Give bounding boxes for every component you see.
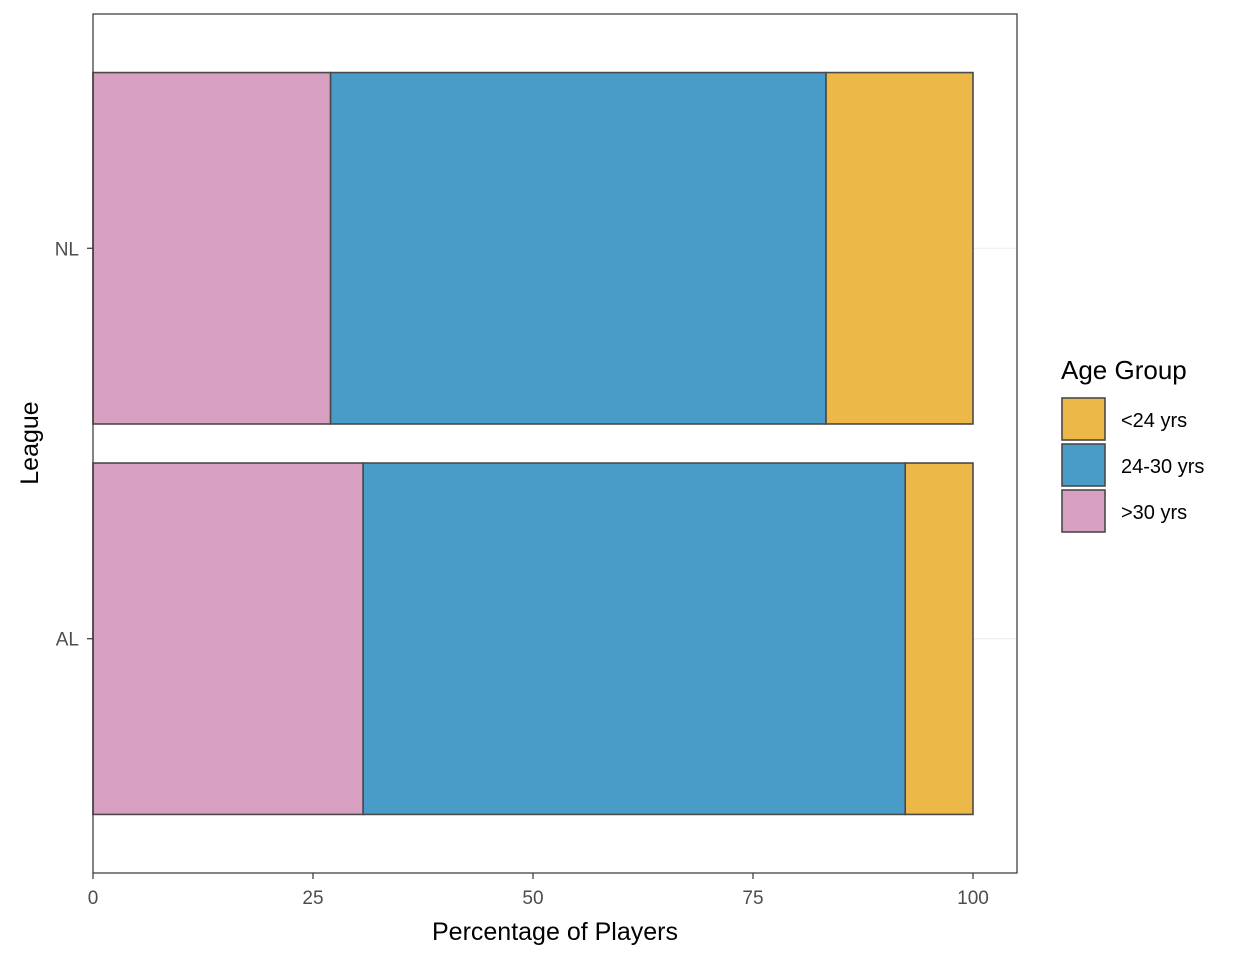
legend-label-lt-24-yrs: <24 yrs <box>1121 410 1187 432</box>
bar-nl-lt-24-yrs <box>825 71 974 425</box>
x-tick-label: 50 <box>522 888 543 909</box>
x-tick-label: 100 <box>957 888 989 909</box>
bar-al-24-30-yrs <box>362 462 907 816</box>
bar-al-lt-24-yrs <box>904 462 974 816</box>
legend-key-24-30-yrs <box>1061 443 1106 487</box>
legend: Age Group <24 yrs 24-30 yrs >30 yrs <box>1061 355 1204 533</box>
y-axis: AL NL <box>55 239 93 651</box>
y-axis-title: League <box>16 401 44 484</box>
x-axis: 0 25 50 75 100 <box>88 873 989 909</box>
bars <box>92 71 974 816</box>
y-tick-label-nl: NL <box>55 239 79 260</box>
bar-al-gt-30-yrs <box>92 462 364 816</box>
legend-key-gt-30-yrs <box>1061 489 1106 533</box>
legend-key-lt-24-yrs <box>1061 397 1106 441</box>
x-tick-label: 0 <box>88 888 99 909</box>
y-tick-label-al: AL <box>56 630 79 651</box>
legend-label-gt-30-yrs: >30 yrs <box>1121 502 1187 524</box>
x-tick-label: 25 <box>302 888 323 909</box>
legend-title: Age Group <box>1061 355 1187 385</box>
bar-nl-gt-30-yrs <box>92 71 332 425</box>
bar-nl-24-30-yrs <box>329 71 827 425</box>
x-tick-label: 75 <box>742 888 763 909</box>
legend-label-24-30-yrs: 24-30 yrs <box>1121 456 1204 478</box>
plot-panel-border <box>92 13 1018 874</box>
x-axis-title: Percentage of Players <box>432 918 678 946</box>
